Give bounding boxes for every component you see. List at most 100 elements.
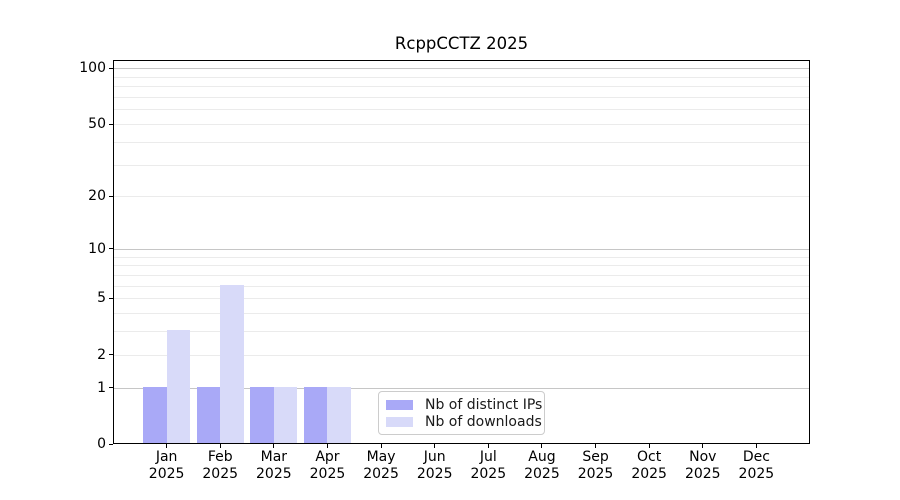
legend-swatch-distinct-ips: [386, 400, 413, 410]
x-tick-label: Jan 2025: [139, 449, 195, 483]
gridline-minor: [114, 76, 809, 78]
x-label-year: 2025: [738, 466, 775, 482]
x-tick-label: Jun 2025: [407, 449, 463, 483]
x-tick: [273, 444, 275, 448]
bar-ips-mar: [250, 386, 274, 443]
y-tick: [109, 297, 113, 299]
x-tick-label: Sep 2025: [568, 449, 624, 483]
gridline-minor: [114, 331, 809, 333]
x-label-year: 2025: [416, 466, 453, 482]
x-label-month: May: [366, 449, 396, 465]
x-tick: [595, 444, 597, 448]
x-label-month: Jun: [423, 449, 446, 465]
x-label-year: 2025: [631, 466, 667, 482]
y-tick: [109, 67, 113, 69]
gridline-minor: [114, 298, 809, 300]
y-tick-label: 100: [79, 60, 106, 77]
y-tick: [109, 195, 113, 197]
x-label-year: 2025: [684, 466, 721, 482]
bar-downloads-mar: [273, 386, 298, 443]
chart-title: RcppCCTZ 2025: [394, 34, 529, 53]
x-tick-label: Apr 2025: [299, 449, 355, 483]
x-tick: [487, 444, 489, 448]
x-tick-label: Oct 2025: [621, 449, 677, 483]
x-label-year: 2025: [577, 466, 614, 482]
x-tick-label: Jul 2025: [460, 449, 516, 483]
gridline-minor: [114, 86, 809, 88]
bar-ips-feb: [196, 386, 221, 443]
x-label-year: 2025: [202, 466, 239, 482]
y-tick: [109, 123, 113, 125]
x-label-month: Sep: [582, 449, 609, 465]
x-tick: [541, 444, 543, 448]
gridline-minor: [114, 97, 809, 99]
y-tick-label: 1: [97, 379, 106, 396]
x-tick: [380, 444, 382, 448]
gridline-major: [114, 68, 809, 70]
x-tick-label: Mar 2025: [246, 449, 302, 483]
x-label-year: 2025: [309, 466, 346, 482]
x-label-month: Jul: [479, 449, 497, 465]
x-tick: [219, 444, 221, 448]
x-tick: [434, 444, 436, 448]
x-tick: [648, 444, 650, 448]
x-label-year: 2025: [470, 466, 507, 482]
legend-item-distinct-ips: Nb of distinct IPs: [386, 397, 542, 413]
gridline-minor: [114, 313, 809, 315]
x-tick: [166, 444, 168, 448]
y-tick-label: 2: [97, 346, 106, 363]
x-label-year: 2025: [363, 466, 399, 482]
x-tick: [326, 444, 328, 448]
y-tick-label: 20: [88, 188, 106, 205]
x-label-month: Mar: [260, 449, 288, 465]
x-tick-label: May 2025: [353, 449, 409, 483]
legend-label-downloads: Nb of downloads: [425, 414, 542, 430]
bar-ips-jan: [143, 386, 167, 443]
gridline-minor: [114, 141, 809, 143]
x-label-month: Jan: [155, 449, 178, 465]
bar-downloads-feb: [220, 284, 244, 443]
x-label-month: Oct: [637, 449, 662, 465]
x-tick-label: Dec 2025: [728, 449, 784, 483]
y-tick: [109, 387, 113, 389]
x-label-month: Dec: [742, 449, 770, 465]
x-label-month: Apr: [315, 449, 340, 465]
x-tick: [702, 444, 704, 448]
x-label-year: 2025: [524, 466, 560, 482]
x-label-month: Aug: [528, 449, 556, 465]
y-tick-label: 10: [88, 240, 106, 257]
x-tick-label: Aug 2025: [514, 449, 570, 483]
y-tick-label: 0: [97, 436, 106, 452]
y-tick: [109, 443, 113, 445]
x-label-year: 2025: [148, 466, 185, 482]
x-tick-label: Feb 2025: [192, 449, 248, 483]
gridline-minor: [114, 285, 809, 287]
y-tick-label: 5: [97, 290, 106, 307]
gridline-major: [114, 387, 809, 389]
legend-item-downloads: Nb of downloads: [386, 414, 542, 430]
gridline-minor: [114, 265, 809, 267]
y-tick: [109, 248, 113, 250]
bar-downloads-jan: [166, 330, 190, 443]
gridline-minor: [114, 124, 809, 126]
x-tick-label: Nov 2025: [675, 449, 731, 483]
gridline-minor: [114, 256, 809, 258]
legend-label-distinct-ips: Nb of distinct IPs: [425, 397, 543, 413]
plot-area: [113, 60, 810, 444]
y-tick-label: 50: [88, 116, 106, 133]
x-label-month: Feb: [207, 449, 233, 465]
x-label-year: 2025: [256, 466, 292, 482]
gridline-major: [114, 248, 809, 250]
x-label-month: Nov: [689, 449, 717, 465]
gridline-minor: [114, 164, 809, 166]
gridline-minor: [114, 274, 809, 276]
x-tick: [755, 444, 757, 448]
y-tick: [109, 354, 113, 356]
bar-downloads-apr: [327, 386, 351, 443]
gridline-minor: [114, 354, 809, 356]
gridline-minor: [114, 196, 809, 198]
legend: Nb of distinct IPs Nb of downloads: [378, 391, 545, 435]
legend-swatch-downloads: [386, 417, 413, 427]
bar-ips-apr: [304, 386, 328, 443]
